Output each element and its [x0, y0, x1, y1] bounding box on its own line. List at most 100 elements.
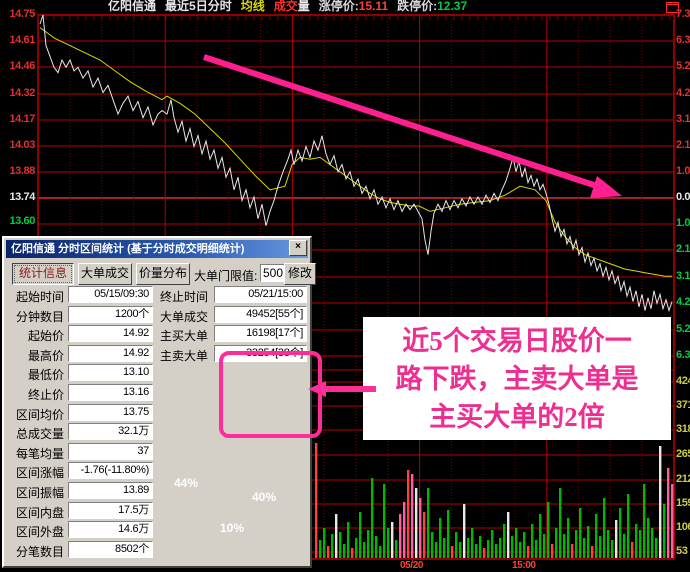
stat-row-left: 起始价 14.92 — [4, 325, 310, 344]
field-value: 33254[38个] — [214, 344, 307, 362]
field-label: 区间涨幅 — [15, 466, 64, 481]
field-value: 14.92 — [68, 344, 153, 362]
stat-row-left: 区间涨幅 -1.76(-11.80%) — [4, 462, 310, 481]
time-axis-label: 05/20 — [400, 560, 424, 571]
stat-row-left: 总成交量 32.1万 — [4, 423, 310, 442]
stat-row-right: 主买大单 16198[17个] — [4, 325, 310, 344]
close-icon[interactable]: × — [289, 240, 307, 256]
dialog-titlebar[interactable]: 亿阳信通 分时区间统计 (基于分时成交明细统计) — [6, 240, 308, 258]
view-mode-label[interactable]: 最近5日分时 — [165, 0, 232, 13]
field-value: 17.5万 — [68, 501, 153, 519]
tab-big-orders[interactable]: 大单成交 — [78, 263, 132, 285]
field-label: 主卖大单 — [159, 348, 208, 363]
field-value: 05/21/15:00 — [214, 286, 307, 303]
volume-axis-label: 53 — [676, 545, 688, 557]
legend-pointer-arrow — [308, 381, 376, 397]
field-value: 13.75 — [68, 403, 153, 421]
field-value: 13.89 — [68, 482, 153, 499]
volume-axis-label: 424 — [676, 375, 690, 387]
stat-row-right: 大单成交 49452[55个] — [4, 305, 310, 324]
field-label: 区间外盘 — [15, 525, 64, 540]
tab-price-volume[interactable]: 价量分布 — [136, 263, 190, 285]
stat-row-left: 区间振幅 13.89 — [4, 482, 310, 500]
restore-window-icon[interactable] — [666, 2, 679, 13]
tab-statistics-info[interactable]: 统计信息 — [12, 263, 74, 285]
annotation-note: 近5个交易日股价一 路下跌，主卖大单是 主买大单的2倍 — [363, 317, 671, 440]
percent-axis-label: 2.1 — [676, 243, 690, 255]
stat-row-left: 区间内盘 17.5万 — [4, 501, 310, 520]
price-axis-label: 14.61 — [9, 34, 35, 46]
field-label: 区间均价 — [15, 407, 64, 422]
price-axis-label: 13.60 — [9, 215, 35, 227]
stat-row-left: 分钟数目 1200个 — [4, 305, 310, 324]
field-label: 起始时间 — [15, 290, 64, 304]
price-axis-label: 14.46 — [9, 60, 35, 72]
annotation-line-2: 路下跌，主卖大单是 — [395, 363, 639, 394]
stat-row-left: 分笔数目 8502个 — [4, 540, 310, 559]
volume-axis-label: 265 — [676, 448, 690, 460]
field-value: 49452[55个] — [214, 305, 307, 323]
field-label: 分笔数目 — [15, 544, 64, 559]
field-value: 32.1万 — [68, 423, 153, 441]
pie-slice-label: 44% — [174, 476, 199, 490]
volume-label[interactable]: 成交量 — [273, 0, 310, 13]
pie-slice-label: 10% — [220, 521, 245, 535]
threshold-label: 大单门限值: — [194, 269, 258, 283]
field-label: 最高价 — [27, 348, 64, 363]
volume-axis-label: 318 — [676, 423, 690, 435]
percent-axis-label: 2.1 — [676, 139, 690, 151]
price-axis-label: 14.75 — [9, 8, 35, 20]
percent-axis-label: 6.3 — [676, 349, 690, 361]
annotation-line-1: 近5个交易日股价一 — [402, 325, 632, 356]
percent-axis-label: 6.3 — [676, 34, 690, 46]
pie-slice-label: 40% — [252, 490, 277, 504]
stat-row-right: 终止时间 05/21/15:00 — [4, 286, 310, 304]
volume-axis-label: 371 — [676, 399, 690, 411]
price-axis-label: 14.32 — [9, 87, 35, 99]
percent-axis-label: 5.2 — [676, 323, 690, 335]
stat-row-left: 区间均价 13.75 — [4, 403, 310, 422]
field-value: 8502个 — [68, 540, 153, 558]
field-value: 37 — [68, 442, 153, 460]
percent-axis-label: 3.1 — [676, 113, 690, 125]
field-value: 14.6万 — [68, 521, 153, 539]
field-label: 最低价 — [27, 368, 64, 383]
volume-axis-label: 159 — [676, 497, 690, 509]
volume-axis-label: 212 — [676, 473, 690, 485]
dialog-tab-row: 统计信息 大单成交 价量分布 大单门限值: 修改 — [8, 262, 316, 285]
field-value: 13.16 — [68, 384, 153, 401]
price-axis-label: 14.03 — [9, 139, 35, 151]
field-value: 05/15/09:30 — [68, 286, 153, 303]
price-axis-label: 13.88 — [9, 165, 35, 177]
percent-axis-label: 1.0 — [676, 217, 690, 229]
percent-axis-label: 7.3 — [676, 8, 690, 20]
field-label: 分钟数目 — [15, 309, 64, 324]
percent-axis-label: 4.2 — [676, 296, 690, 308]
field-label: 起始价 — [27, 329, 64, 344]
field-label: 终止时间 — [159, 290, 208, 304]
field-value: 13.10 — [68, 364, 153, 382]
stat-row-right: 主卖大单 33254[38个] — [4, 344, 310, 363]
field-label: 主买大单 — [159, 329, 208, 344]
annotation-line-3: 主买大单的2倍 — [429, 401, 605, 432]
field-label: 每笔均量 — [15, 446, 64, 461]
stat-row-left: 每笔均量 37 — [4, 442, 310, 461]
price-axis-label: 13.74 — [9, 191, 35, 203]
percent-axis-label: 3.1 — [676, 270, 690, 282]
stat-row-left: 最高价 14.92 — [4, 344, 310, 363]
limit-up: 涨停价:15.11 — [318, 0, 389, 13]
interval-statistics-dialog: 亿阳信通 分时区间统计 (基于分时成交明细统计) × 统计信息 大单成交 价量分… — [2, 236, 316, 568]
stat-row-left: 终止价 13.16 — [4, 384, 310, 402]
stat-row-left: 起始时间 05/15/09:30 — [4, 286, 310, 304]
ma-line-label[interactable]: 均线 — [240, 0, 265, 13]
field-value: 1200个 — [68, 305, 153, 323]
field-label: 区间内盘 — [15, 505, 64, 520]
volume-axis-label: 106 — [676, 521, 690, 533]
field-label: 总成交量 — [15, 427, 64, 442]
field-label: 终止价 — [27, 388, 64, 402]
field-value: 16198[17个] — [214, 325, 307, 343]
percent-axis-label: 5.2 — [676, 60, 690, 72]
modify-button[interactable]: 修改 — [284, 263, 316, 285]
field-label: 区间振幅 — [15, 486, 64, 500]
